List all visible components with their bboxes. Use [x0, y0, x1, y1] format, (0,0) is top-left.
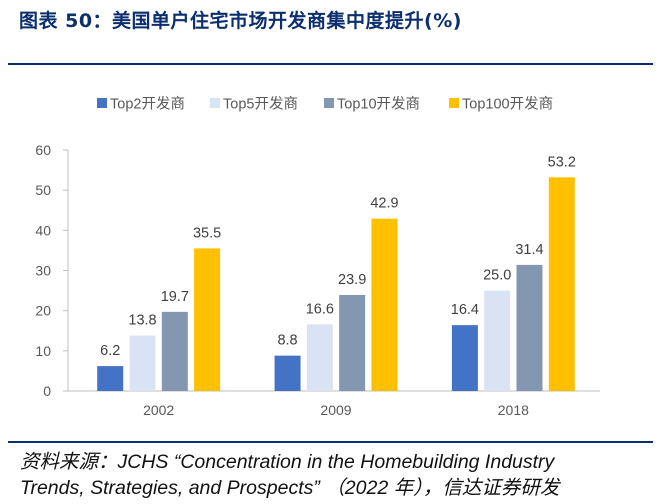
data-label: 6.2 [100, 343, 120, 359]
bar-Top2开发商-2009 [274, 355, 301, 391]
bar-Top10开发商-2018 [516, 264, 543, 391]
bar-chart: 01020304050606.213.819.735.520028.816.62… [35, 96, 600, 418]
y-tick-label: 40 [35, 222, 51, 238]
data-label: 16.6 [306, 301, 334, 317]
legend-label: Top5开发商 [223, 96, 298, 113]
x-tick-label: 2009 [320, 402, 351, 418]
legend-swatch [324, 98, 334, 108]
bar-Top5开发商-2002 [129, 335, 156, 391]
bar-Top2开发商-2018 [451, 325, 478, 391]
legend-swatch [210, 98, 220, 108]
data-label: 16.4 [451, 302, 479, 318]
data-label: 23.9 [338, 272, 366, 288]
y-tick-label: 10 [35, 343, 51, 359]
legend-label: Top10开发商 [337, 96, 420, 113]
source-divider [8, 441, 653, 443]
y-tick-label: 30 [35, 263, 51, 279]
bar-Top5开发商-2018 [484, 290, 511, 391]
source-note: 资料来源：JCHS “Concentration in the Homebuil… [20, 449, 650, 501]
figure-title: 图表 50：美国单户住宅市场开发商集中度提升(%) [19, 10, 462, 32]
y-tick-label: 20 [35, 303, 51, 319]
source-line-2: Trends, Strategies, and Prospects” （2022… [20, 477, 560, 499]
data-label: 31.4 [515, 242, 543, 258]
bar-Top100开发商-2002 [194, 248, 221, 391]
legend-swatch [97, 98, 107, 108]
source-line-1: 资料来源：JCHS “Concentration in the Homebuil… [20, 451, 555, 473]
y-tick-label: 50 [35, 182, 51, 198]
y-tick-label: 0 [43, 383, 51, 399]
bar-Top2开发商-2002 [97, 366, 124, 391]
legend-label: Top2开发商 [110, 96, 185, 113]
x-tick-label: 2018 [498, 402, 529, 418]
bar-Top100开发商-2009 [371, 218, 398, 391]
legend-label: Top100开发商 [462, 96, 553, 113]
x-tick-label: 2002 [143, 402, 174, 418]
bar-Top10开发商-2002 [161, 311, 188, 391]
legend-swatch [449, 98, 459, 108]
bar-Top100开发商-2018 [548, 177, 575, 391]
data-label: 8.8 [277, 333, 297, 349]
data-label: 25.0 [483, 268, 511, 284]
data-label: 35.5 [193, 225, 221, 241]
bar-Top5开发商-2009 [306, 324, 333, 391]
y-tick-label: 60 [35, 142, 51, 158]
data-label: 19.7 [161, 289, 189, 305]
data-label: 13.8 [128, 313, 156, 329]
title-divider [8, 63, 653, 65]
data-label: 53.2 [548, 154, 576, 170]
data-label: 42.9 [370, 196, 398, 212]
bar-Top10开发商-2009 [339, 295, 366, 391]
